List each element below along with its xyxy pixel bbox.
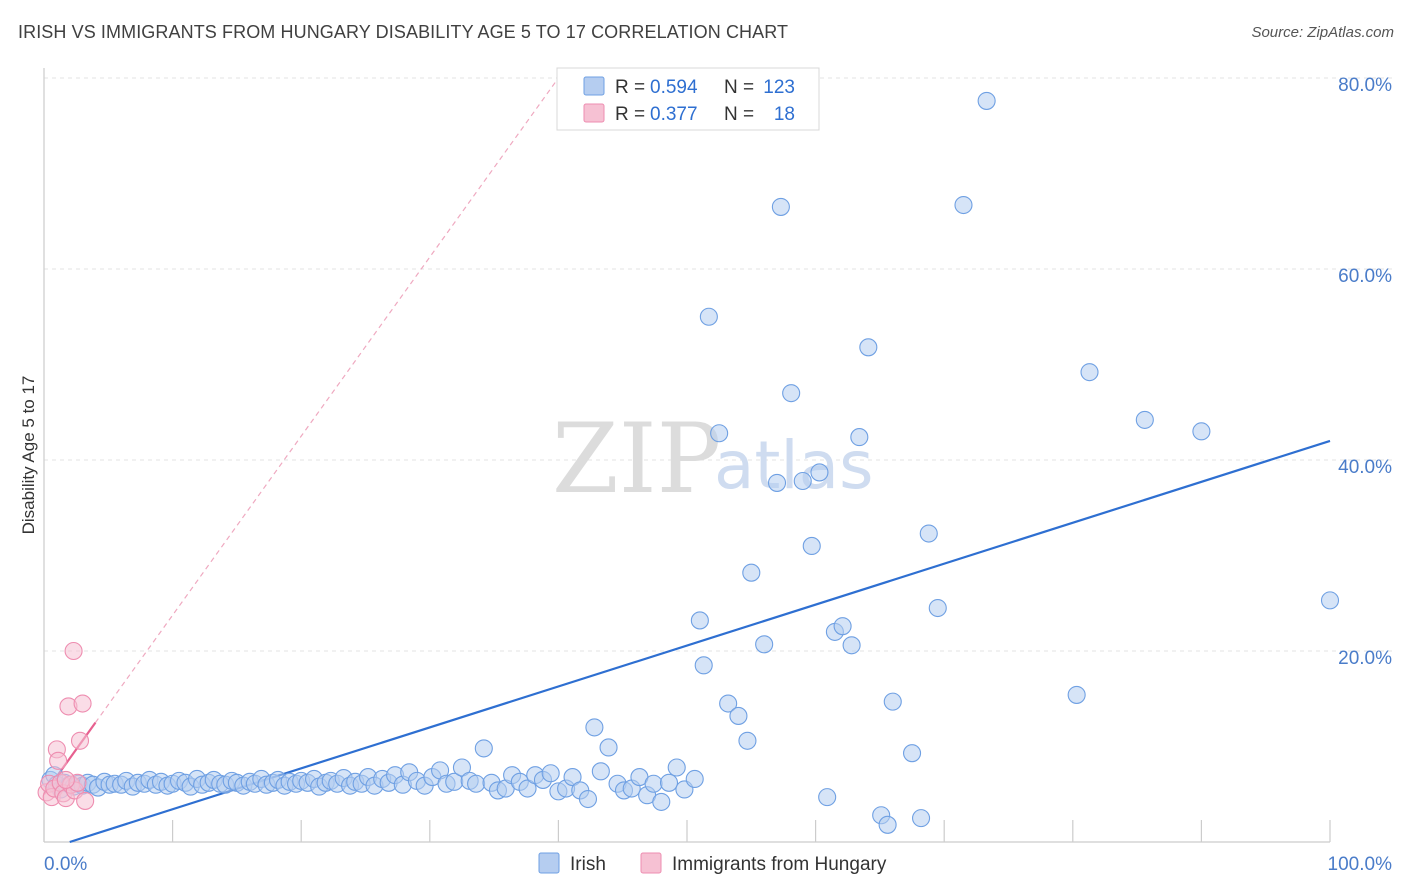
data-points — [37, 91, 1340, 834]
point-irish-98 — [659, 773, 679, 792]
point-irish-115 — [802, 536, 821, 556]
point-irish-112 — [771, 197, 790, 216]
point-irish-88 — [585, 718, 604, 737]
point-irish-114 — [793, 471, 812, 491]
point-irish-105 — [710, 424, 729, 443]
legend-swatch-irish — [583, 76, 605, 96]
y-tick-labels: 20.0% 40.0% 60.0% 80.0% — [1338, 75, 1392, 669]
point-irish-117 — [818, 788, 837, 807]
watermark-atlas: atlas — [714, 427, 874, 504]
y-axis-label: Disability Age 5 to 17 — [19, 376, 38, 535]
bottom-legend: Irish Immigrants from Hungary — [538, 852, 887, 875]
point-irish-131 — [977, 91, 996, 110]
point-irish-99 — [667, 758, 686, 777]
point-irish-70 — [452, 758, 472, 777]
watermark: ZIP atlas — [552, 403, 874, 515]
point-irish-136 — [1320, 591, 1340, 610]
axes — [43, 68, 1331, 843]
point-irish-101 — [685, 769, 704, 789]
point-hungary-16 — [76, 791, 95, 810]
point-irish-110 — [755, 635, 774, 654]
point-irish-107 — [729, 706, 748, 725]
legend-r-value-irish: 0.594 — [650, 77, 698, 98]
point-irish-129 — [928, 598, 947, 618]
chart-title: IRISH VS IMMIGRANTS FROM HUNGARY DISABIL… — [18, 22, 789, 42]
x-tick-labels: 0.0% 100.0% — [44, 854, 1392, 875]
point-irish-73 — [474, 739, 493, 758]
point-irish-128 — [919, 524, 938, 543]
point-irish-79 — [518, 779, 537, 798]
legend-n-label-irish: N = — [724, 77, 754, 98]
legend-swatch-hungary — [583, 103, 605, 123]
y-tick-label-3: 80.0% — [1338, 75, 1392, 96]
grid — [44, 77, 1392, 652]
source-label: Source: ZipAtlas.com — [1251, 24, 1394, 41]
legend-r-value-hungary: 0.377 — [650, 104, 698, 125]
point-irish-119 — [833, 617, 852, 636]
point-irish-133 — [1080, 363, 1099, 382]
point-irish-120 — [842, 636, 861, 655]
point-irish-109 — [742, 563, 761, 582]
x-tick-label-1: 100.0% — [1328, 854, 1393, 875]
point-irish-103 — [699, 307, 718, 326]
point-irish-125 — [883, 692, 902, 711]
point-irish-127 — [912, 809, 931, 828]
point-irish-124 — [878, 815, 897, 834]
point-irish-111 — [767, 473, 787, 492]
point-irish-130 — [954, 195, 973, 215]
point-irish-106 — [719, 694, 738, 713]
y-tick-label-1: 40.0% — [1338, 457, 1392, 478]
point-irish-96 — [644, 774, 663, 793]
legend-n-value-hungary: 18 — [774, 104, 795, 125]
point-hungary-15 — [73, 694, 92, 713]
point-irish-82 — [541, 764, 560, 783]
bottom-legend-swatch-irish — [538, 852, 560, 874]
x-tick-label-0: 0.0% — [44, 854, 87, 875]
point-irish-113 — [782, 384, 801, 403]
point-irish-89 — [591, 762, 610, 781]
point-irish-102 — [694, 656, 713, 675]
point-irish-72 — [467, 774, 486, 793]
point-irish-104 — [690, 611, 709, 630]
point-irish-108 — [738, 731, 757, 750]
legend-n-label-hungary: N = — [724, 104, 754, 125]
legend-r-label-irish: R = — [615, 77, 645, 98]
point-irish-85 — [563, 768, 582, 787]
point-hungary-17 — [56, 770, 75, 789]
y-tick-label-2: 60.0% — [1338, 266, 1392, 287]
legend-r-label-hungary: R = — [615, 104, 645, 125]
point-irish-116 — [810, 463, 829, 482]
bottom-legend-label-hungary: Immigrants from Hungary — [672, 854, 887, 875]
point-hungary-14 — [70, 731, 90, 750]
point-irish-126 — [902, 744, 922, 763]
point-irish-87 — [578, 789, 598, 809]
legend: R = 0.594 N = 123 R = 0.377 N = 18 — [556, 67, 820, 131]
point-irish-134 — [1135, 410, 1154, 429]
point-irish-122 — [859, 338, 878, 357]
bottom-legend-swatch-hungary — [640, 852, 662, 874]
y-tick-label-0: 20.0% — [1338, 648, 1392, 669]
point-hungary-11 — [64, 641, 83, 661]
point-irish-121 — [850, 428, 869, 447]
point-irish-135 — [1192, 422, 1211, 441]
legend-n-value-irish: 123 — [763, 77, 795, 98]
point-hungary-5 — [49, 751, 68, 770]
bottom-legend-label-irish: Irish — [570, 854, 606, 875]
trend-line-hungary-extension — [94, 77, 559, 723]
point-irish-90 — [599, 738, 618, 757]
watermark-zip: ZIP — [552, 403, 721, 515]
point-irish-97 — [652, 792, 671, 811]
point-irish-132 — [1067, 685, 1086, 704]
